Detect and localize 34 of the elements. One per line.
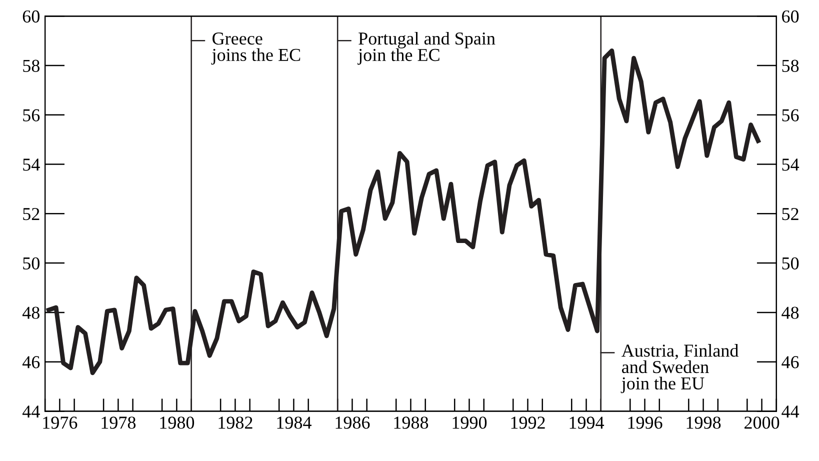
y2-tick-label: 48 xyxy=(782,306,799,319)
ref-line-label: Portugal and Spain join the EC xyxy=(358,32,496,65)
y2-tick-label: 56 xyxy=(782,109,799,122)
y2-tick-label: 54 xyxy=(782,158,800,171)
y2-tick-label: 50 xyxy=(782,257,799,270)
y2-tick-label: 60 xyxy=(782,10,799,23)
x-tick-label: 1990 xyxy=(452,416,487,429)
ref-line-label: Greece joins the EC xyxy=(211,32,300,65)
y-tick-label: 54 xyxy=(23,158,40,171)
y2-tick-label: 52 xyxy=(782,208,798,220)
ref-line-label: Austria, Finland and Sweden join the EU xyxy=(620,344,738,394)
y-tick-label: 56 xyxy=(23,109,40,122)
x-tick-label: 1988 xyxy=(394,416,428,429)
y2-tick-label: 44 xyxy=(782,406,800,418)
y-tick-label: 50 xyxy=(23,257,40,270)
y-tick-label: 44 xyxy=(22,406,40,418)
x-tick-label: 1996 xyxy=(628,416,662,429)
x-tick-label: 1980 xyxy=(160,416,194,429)
y-tick-label: 52 xyxy=(23,208,40,220)
y2-tick-label: 46 xyxy=(782,356,799,368)
y-tick-label: 58 xyxy=(23,60,40,72)
y-tick-label: 48 xyxy=(22,306,40,319)
x-tick-label: 1982 xyxy=(218,416,252,429)
y-tick-label: 60 xyxy=(22,10,40,23)
y-tick-label: 46 xyxy=(22,356,40,368)
x-tick-label: 1998 xyxy=(686,416,721,429)
x-tick-label: 1992 xyxy=(511,416,545,429)
x-tick-label: 1984 xyxy=(277,416,312,429)
x-tick-label: 1978 xyxy=(102,416,136,429)
x-tick-label: 1994 xyxy=(570,416,604,429)
x-tick-label: 1986 xyxy=(336,416,370,429)
y2-tick-label: 58 xyxy=(782,60,799,72)
x-tick-label: 2000 xyxy=(744,416,780,429)
x-tick-label: 1976 xyxy=(43,416,78,429)
